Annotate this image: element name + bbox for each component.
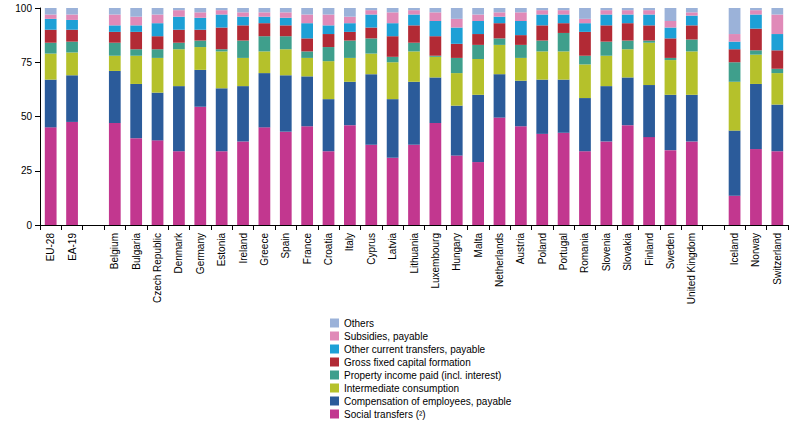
svg-text:Romania: Romania xyxy=(579,233,590,273)
svg-text:Lithuania: Lithuania xyxy=(409,233,420,274)
svg-text:100: 100 xyxy=(15,3,32,14)
svg-text:Slovakia: Slovakia xyxy=(622,233,633,271)
svg-text:Cyprus: Cyprus xyxy=(366,233,377,265)
svg-text:Italy: Italy xyxy=(344,233,355,251)
svg-text:Norway: Norway xyxy=(750,233,761,267)
svg-text:Belgium: Belgium xyxy=(109,233,120,269)
svg-text:Ireland: Ireland xyxy=(238,233,249,264)
svg-text:Germany: Germany xyxy=(195,233,206,274)
svg-text:Malta: Malta xyxy=(473,233,484,258)
svg-text:Other current transfers, payab: Other current transfers, payable xyxy=(344,344,486,355)
svg-text:Austria: Austria xyxy=(515,233,526,265)
svg-text:Poland: Poland xyxy=(537,233,548,264)
svg-text:United Kingdom: United Kingdom xyxy=(686,233,697,304)
svg-text:Hungary: Hungary xyxy=(451,233,462,271)
svg-text:Social transfers (²): Social transfers (²) xyxy=(344,409,426,420)
svg-text:Sweden: Sweden xyxy=(665,233,676,269)
svg-text:France: France xyxy=(302,233,313,265)
svg-text:Netherlands: Netherlands xyxy=(494,233,505,287)
svg-text:Czech Republic: Czech Republic xyxy=(152,233,163,303)
svg-text:50: 50 xyxy=(21,111,33,122)
svg-text:EA-19: EA-19 xyxy=(67,233,78,261)
svg-text:Gross fixed capital formation: Gross fixed capital formation xyxy=(344,357,471,368)
svg-text:Finland: Finland xyxy=(644,233,655,266)
svg-text:Property income paid (incl. in: Property income paid (incl. interest) xyxy=(344,370,501,381)
svg-text:Others: Others xyxy=(344,318,374,329)
svg-text:Estonia: Estonia xyxy=(216,233,227,267)
svg-text:Denmark: Denmark xyxy=(173,232,184,274)
svg-text:25: 25 xyxy=(21,165,33,176)
svg-text:Iceland: Iceland xyxy=(729,233,740,265)
svg-text:Croatia: Croatia xyxy=(323,233,334,266)
svg-text:Greece: Greece xyxy=(259,233,270,266)
svg-text:Spain: Spain xyxy=(280,233,291,259)
svg-text:Latvia: Latvia xyxy=(387,233,398,260)
svg-text:0: 0 xyxy=(26,220,32,231)
svg-text:Switzerland: Switzerland xyxy=(772,233,783,285)
svg-text:75: 75 xyxy=(21,57,33,68)
svg-text:Luxembourg: Luxembourg xyxy=(430,233,441,289)
svg-text:Slovenia: Slovenia xyxy=(601,233,612,272)
svg-text:Subsidies, payable: Subsidies, payable xyxy=(344,331,428,342)
svg-text:EU-28: EU-28 xyxy=(45,233,56,262)
svg-text:Intermediate consumption: Intermediate consumption xyxy=(344,383,459,394)
svg-text:Portugal: Portugal xyxy=(558,233,569,270)
svg-text:Compensation of employees, pay: Compensation of employees, payable xyxy=(344,396,512,407)
svg-text:Bulgaria: Bulgaria xyxy=(131,233,142,270)
